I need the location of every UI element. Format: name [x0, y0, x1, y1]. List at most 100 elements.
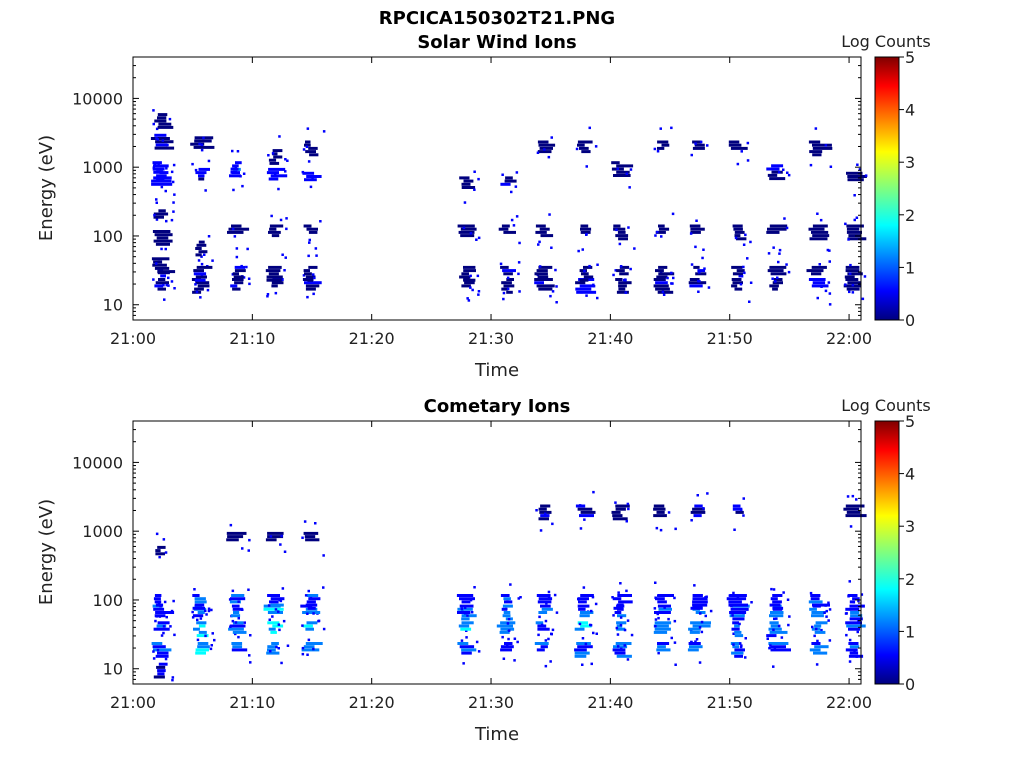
spectrogram-cell: [266, 171, 279, 175]
spectrogram-cell: [772, 281, 783, 285]
spectrogram-cell: [539, 146, 553, 150]
spectrogram-cell: [210, 644, 213, 647]
spectrogram-cell: [540, 504, 551, 508]
spectrogram-cell: [772, 594, 783, 597]
spectrogram-cell: [157, 125, 174, 129]
spectrogram-cell: [690, 606, 703, 610]
spectrogram-cell: [820, 285, 823, 288]
spectrogram-cell: [246, 247, 249, 251]
spectrogram-cell: [657, 604, 671, 608]
spectrogram-cell: [502, 614, 511, 618]
spectrogram-cell: [617, 230, 626, 234]
spectrogram-cell: [726, 597, 747, 601]
spectrogram-cell: [319, 220, 322, 223]
spectrogram-cell: [306, 612, 309, 615]
spectrogram-cell: [655, 269, 664, 273]
spectrogram-cell: [706, 144, 709, 147]
spectrogram-cell: [200, 273, 204, 276]
spectrogram-cell: [460, 227, 477, 231]
spectrogram-cell: [151, 642, 163, 645]
spectrogram-cell: [235, 161, 242, 165]
spectrogram-cell: [269, 161, 280, 165]
spectrogram-cell: [160, 247, 163, 251]
spectrogram-cell: [689, 630, 700, 634]
y-axis-ticks: 10 100 1000 10000: [72, 420, 861, 685]
spectrogram-cell: [768, 646, 771, 650]
spectrogram-cell: [823, 611, 826, 614]
spectrogram-cell: [235, 247, 239, 250]
spectrogram-cell: [162, 283, 165, 287]
spectrogram-cell: [247, 549, 250, 552]
spectrogram-cell: [152, 645, 166, 649]
spectrogram-cell: [772, 246, 775, 249]
spectrogram-cell: [590, 662, 593, 666]
spectrogram-cell: [732, 632, 735, 635]
spectrogram-cell: [848, 580, 851, 583]
spectrogram-cell: [658, 272, 675, 276]
spectrogram-cell: [579, 614, 590, 618]
spectrogram-cell: [731, 614, 734, 617]
spectrogram-cell: [698, 271, 701, 274]
spectrogram-cell: [618, 600, 633, 604]
spectrogram-cell: [770, 611, 784, 614]
spectrogram-cell: [463, 278, 476, 282]
spectrogram-cell: [507, 637, 510, 641]
spectrogram-cell: [153, 260, 163, 264]
spectrogram-cell: [812, 143, 832, 147]
spectrogram-cell: [739, 283, 743, 286]
spectrogram-cell: [154, 619, 157, 623]
spectrogram-cell: [577, 140, 593, 144]
spectrogram-cell: [158, 122, 172, 126]
spectrogram-cell: [618, 237, 628, 241]
spectrogram-cell: [457, 611, 471, 614]
spectrogram-cell: [241, 608, 244, 611]
spectrogram-cell: [811, 625, 814, 629]
spectrogram-cell: [267, 648, 276, 652]
spectrogram-cell: [195, 253, 202, 257]
spectrogram-cell: [534, 642, 549, 645]
spectrogram-cell: [653, 624, 669, 628]
spectrogram-cell: [745, 608, 749, 611]
spectrogram-cell: [861, 297, 865, 301]
spectrogram-cell: [461, 284, 471, 288]
spectrogram-cell: [596, 263, 599, 266]
spectrogram-cell: [227, 535, 244, 539]
spectrogram-cell: [742, 514, 745, 517]
spectrogram-cell: [236, 168, 239, 171]
spectrogram-cell: [739, 642, 742, 645]
spectrogram-cell: [731, 627, 740, 631]
spectrogram-cell: [688, 281, 707, 285]
spectrogram-cell: [285, 227, 288, 231]
spectrogram-cell: [267, 604, 271, 607]
spectrogram-cell: [666, 276, 669, 280]
spectrogram-cell: [476, 274, 480, 278]
spectrogram-cell: [616, 621, 627, 625]
colorbar-label: Log Counts: [841, 396, 931, 415]
spectrogram-cell: [766, 634, 777, 638]
spectrogram-cell: [279, 543, 282, 546]
spectrogram-cell: [207, 607, 211, 610]
spectrogram-cell: [749, 281, 753, 284]
spectrogram-cell: [661, 290, 665, 294]
spectrogram-cell: [614, 651, 626, 655]
spectrogram-cell: [153, 239, 173, 243]
spectrogram-cell: [812, 234, 830, 238]
spectrogram-cell: [274, 608, 278, 611]
spectrogram-cell: [228, 227, 250, 231]
spectrogram-cell: [696, 494, 699, 497]
spectrogram-cell: [544, 664, 548, 668]
spectrogram-cell: [227, 230, 244, 234]
spectrogram-cell: [580, 230, 591, 234]
spectrogram-cell: [690, 510, 706, 514]
spectrogram-cell: [204, 634, 207, 638]
spectrogram-cell: [242, 172, 246, 175]
spectrogram-cell: [824, 604, 827, 607]
spectrogram-cell: [653, 284, 669, 288]
spectrogram-cell: [619, 265, 623, 268]
spectrogram-cell: [194, 283, 197, 286]
spectrogram-cell: [202, 136, 205, 140]
spectrogram-cell: [303, 520, 307, 523]
spectrogram-cell: [704, 596, 707, 599]
